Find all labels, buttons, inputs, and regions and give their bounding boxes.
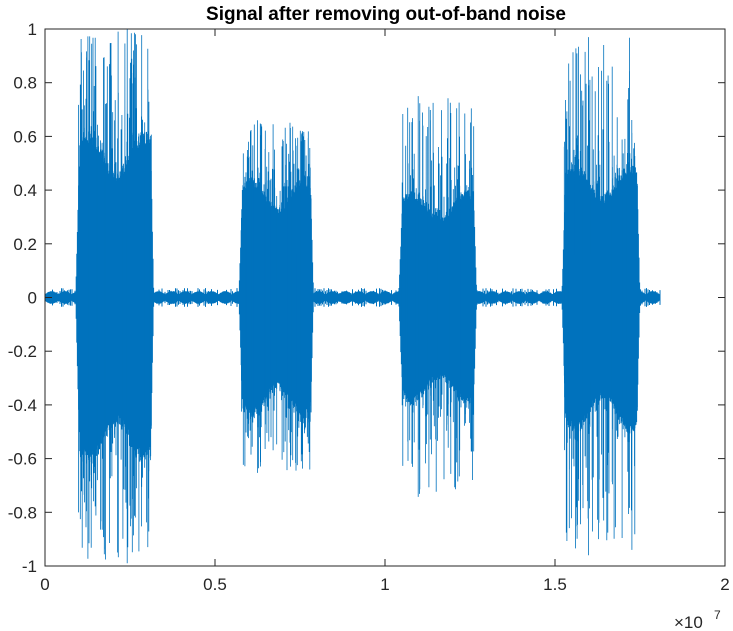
x-tick-label: 2 xyxy=(720,575,729,594)
y-tick-label: -1 xyxy=(22,557,37,576)
y-tick-label: 0.4 xyxy=(13,181,37,200)
x-axis-multiplier-exponent: 7 xyxy=(714,608,721,622)
x-tick-label: 1 xyxy=(380,575,389,594)
y-axis: -1 -0.8 -0.6 -0.4 -0.2 0 0.2 0.4 0.6 0.8 1 xyxy=(8,20,725,576)
y-tick-label: -0.6 xyxy=(8,450,37,469)
y-tick-label: -0.8 xyxy=(8,503,37,522)
x-tick-label: 1.5 xyxy=(543,575,567,594)
y-tick-label: 0 xyxy=(28,289,37,308)
y-tick-label: 0.2 xyxy=(13,235,37,254)
plot-area: 0 0.5 1 1.5 2 -1 -0.8 -0.6 -0.4 -0.2 0 0.2 0.4 0.6 0.… xyxy=(8,20,730,594)
y-tick-label: -0.2 xyxy=(8,342,37,361)
x-axis-multiplier: ×10 7 xyxy=(674,608,721,631)
chart-title: Signal after removing out-of-band noise xyxy=(206,4,566,25)
y-tick-label: 1 xyxy=(28,20,37,39)
signal-spikes xyxy=(78,29,638,564)
x-tick-label: 0 xyxy=(40,575,49,594)
y-tick-label: -0.4 xyxy=(8,396,37,415)
x-axis: 0 0.5 1 1.5 2 xyxy=(40,29,730,594)
y-tick-label: 0.8 xyxy=(13,74,37,93)
y-tick-label: 0.6 xyxy=(13,127,37,146)
x-tick-label: 0.5 xyxy=(203,575,227,594)
x-axis-multiplier-base: ×10 xyxy=(674,613,703,631)
